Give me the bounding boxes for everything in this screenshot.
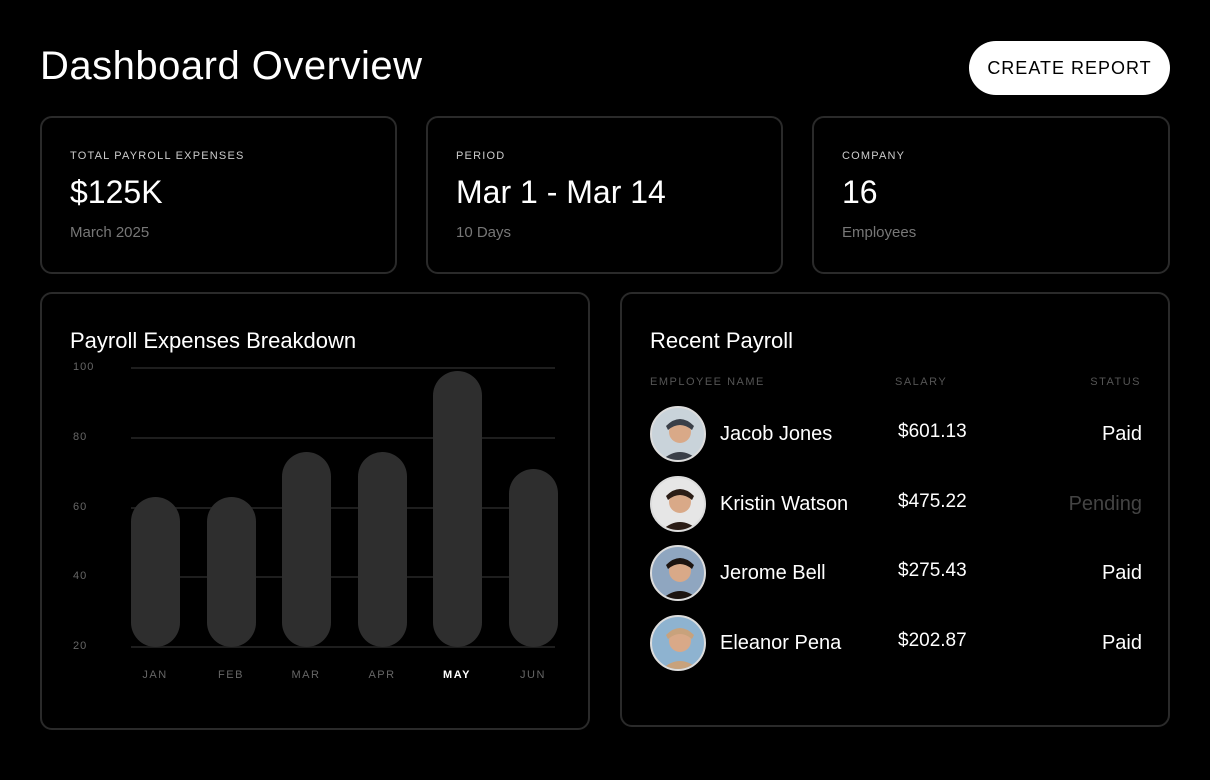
x-tick-label: FEB [218,669,244,681]
header-status: STATUS [1090,376,1141,388]
payroll-title: Recent Payroll [650,328,794,353]
stat-sub: Employees [842,224,917,241]
employee-name: Jerome Bell [720,562,826,584]
gridline [131,646,555,648]
stat-value: 16 [842,174,878,210]
salary: $202.87 [898,629,967,651]
employee-name: Jacob Jones [720,423,833,445]
stat-card-payroll: TOTAL PAYROLL EXPENSES $125K March 2025 [40,116,397,274]
employee-name: Kristin Watson [720,492,849,515]
status: Pending [1068,492,1142,515]
table-row[interactable]: Eleanor Pena $202.87 Paid [650,614,1142,671]
stat-value: $125K [70,174,163,210]
y-tick-label: 80 [73,430,88,443]
table-row[interactable]: Jacob Jones $601.13 Paid [650,406,1142,462]
salary: $475.22 [898,490,967,512]
gridline [131,367,555,369]
stat-label: TOTAL PAYROLL EXPENSES [70,150,245,162]
stat-sub: March 2025 [70,224,150,241]
y-tick-label: 60 [73,500,88,513]
header-employee-name: EMPLOYEE NAME [650,376,765,388]
y-tick-label: 20 [73,640,88,652]
bar-jun[interactable] [508,469,558,647]
stat-label: COMPANY [842,150,906,162]
salary: $601.13 [898,421,967,442]
x-tick-label: JAN [142,669,168,681]
header-salary: SALARY [895,376,948,388]
chart-card: Payroll Expenses Breakdown [40,292,590,730]
gridline [131,436,555,439]
bar-feb[interactable] [206,497,256,647]
avatar [650,545,706,601]
bar-mar[interactable] [281,451,331,647]
avatar [650,406,706,462]
stat-value: Mar 1 - Mar 14 [456,174,666,210]
avatar [650,475,706,532]
gridline [131,506,555,509]
y-tick-label: 100 [73,361,95,373]
page-title: Dashboard Overview [40,44,423,88]
chart-title: Payroll Expenses Breakdown [70,328,357,353]
gridline [131,576,555,579]
x-tick-label: APR [368,669,396,681]
table-row[interactable]: Kristin Watson $475.22 Pending [650,475,1142,532]
status: Paid [1101,562,1142,584]
bar-may[interactable] [432,371,482,647]
avatar [650,614,706,671]
stat-label: PERIOD [456,150,506,162]
salary: $275.43 [898,560,967,581]
y-tick-label: 40 [73,570,88,583]
stat-sub: 10 Days [456,224,512,241]
x-tick-label: JUN [520,669,546,681]
status: Paid [1101,631,1142,654]
x-tick-label: MAR [291,669,321,681]
x-tick-label: MAY [443,669,471,681]
stat-card-company: COMPANY 16 Employees [812,116,1170,274]
recent-payroll-card: Recent Payroll EMPLOYEE NAME SALARY STAT… [620,292,1170,727]
create-report-button[interactable]: CREATE REPORT [969,41,1170,95]
bar-jan[interactable] [130,497,180,647]
status: Paid [1101,423,1142,445]
table-row[interactable]: Jerome Bell $275.43 Paid [650,545,1142,601]
stat-card-period: PERIOD Mar 1 - Mar 14 10 Days [426,116,783,274]
employee-name: Eleanor Pena [720,631,842,654]
bar-apr[interactable] [357,451,407,647]
